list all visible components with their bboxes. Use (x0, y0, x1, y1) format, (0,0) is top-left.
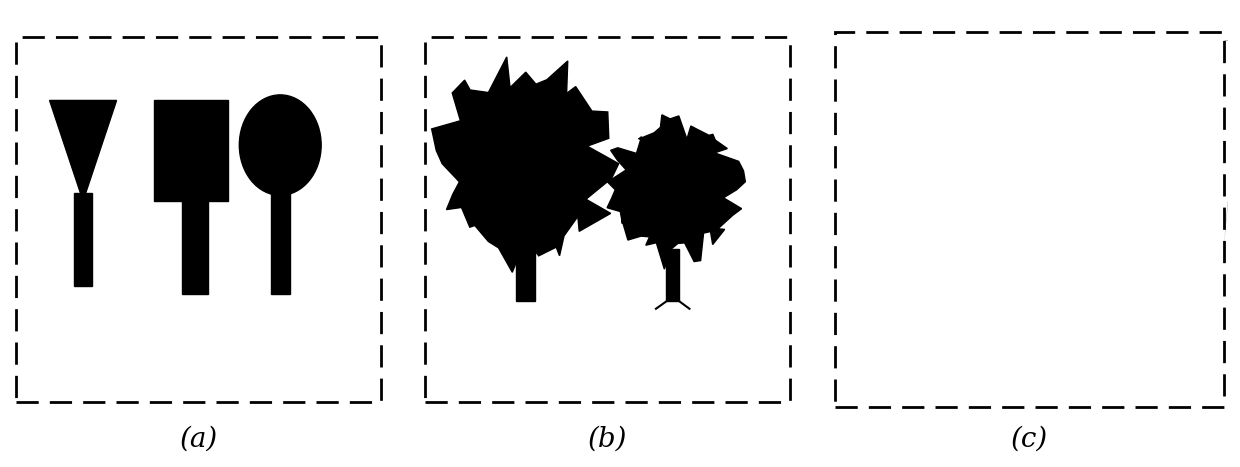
Polygon shape (608, 115, 745, 269)
Point (875, 358, 895, 365)
Point (916, 376, 936, 384)
Polygon shape (990, 143, 1172, 216)
Point (1194, 358, 1214, 365)
Bar (74, 193, 93, 286)
Text: (c): (c) (1011, 425, 1048, 453)
Point (1188, 372, 1208, 379)
Point (1071, 358, 1091, 365)
Point (945, 354, 965, 361)
Point (1132, 346, 1152, 354)
Bar (997, 216, 1164, 331)
Bar (182, 193, 208, 294)
Point (1136, 362, 1156, 370)
Text: (b): (b) (588, 425, 627, 453)
Point (874, 343, 894, 350)
Bar (154, 100, 228, 201)
Polygon shape (863, 308, 973, 331)
Point (868, 375, 888, 383)
Bar (517, 234, 536, 301)
Point (1107, 378, 1127, 386)
Bar (666, 249, 680, 301)
Point (874, 340, 894, 347)
Point (1011, 383, 1030, 391)
Polygon shape (842, 75, 990, 274)
Point (1116, 347, 1136, 354)
Point (892, 381, 911, 389)
FancyBboxPatch shape (16, 37, 381, 402)
Point (920, 370, 940, 377)
Point (1039, 369, 1059, 376)
Point (925, 354, 945, 361)
FancyBboxPatch shape (835, 32, 1224, 407)
Point (1173, 378, 1193, 385)
Point (1017, 367, 1037, 375)
Polygon shape (50, 100, 117, 201)
Bar (1128, 116, 1148, 162)
Point (982, 362, 1002, 370)
Bar (843, 331, 1215, 399)
Point (1043, 363, 1063, 370)
Point (916, 347, 936, 354)
Text: (a): (a) (180, 425, 217, 453)
Point (857, 364, 877, 371)
Point (1028, 381, 1048, 389)
Point (843, 349, 863, 356)
Point (988, 354, 1008, 361)
Point (1081, 391, 1101, 399)
Bar (270, 182, 289, 294)
Point (1130, 342, 1149, 350)
Ellipse shape (239, 95, 321, 195)
Bar (913, 258, 924, 334)
Point (852, 383, 872, 390)
Point (1136, 388, 1156, 395)
FancyBboxPatch shape (425, 37, 790, 402)
Point (947, 389, 967, 397)
Point (1016, 344, 1035, 351)
Polygon shape (432, 57, 619, 272)
Point (1131, 341, 1151, 349)
Point (976, 340, 996, 347)
